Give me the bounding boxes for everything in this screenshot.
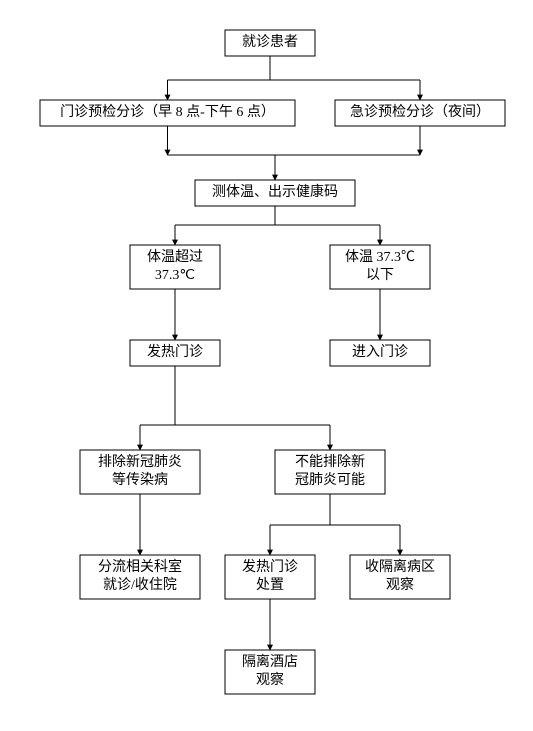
flow-node-n2: 门诊预检分诊（早 8 点-下午 6 点） <box>40 100 295 126</box>
flow-node-label: 不能排除新 <box>295 454 365 470</box>
flow-node-n13: 收隔离病区观察 <box>350 555 450 599</box>
flow-node-label: 测体温、出示健康码 <box>212 183 338 200</box>
flow-node-label: 等传染病 <box>112 471 168 488</box>
flow-node-label: 分流相关科室 <box>98 558 182 575</box>
flow-node-n4: 测体温、出示健康码 <box>195 180 355 206</box>
flow-node-label: 处置 <box>256 577 284 593</box>
flow-node-label: 37.3℃ <box>155 268 195 283</box>
flow-node-label: 体温 37.3℃ <box>345 249 415 265</box>
flow-node-n3: 急诊预检分诊（夜间） <box>335 100 505 126</box>
flow-node-n7: 发热门诊 <box>130 340 220 366</box>
flow-node-label: 隔离酒店 <box>242 653 298 670</box>
flow-node-n9: 排除新冠肺炎等传染病 <box>80 450 200 494</box>
flow-node-label: 冠肺炎可能 <box>295 472 365 488</box>
flow-node-label: 门诊预检分诊（早 8 点-下午 6 点） <box>60 104 275 120</box>
flow-node-label: 观察 <box>386 576 414 593</box>
flow-node-n11: 分流相关科室就诊/收住院 <box>80 555 200 599</box>
flow-node-label: 观察 <box>256 671 284 688</box>
flow-node-n10: 不能排除新冠肺炎可能 <box>275 450 385 494</box>
flow-node-label: 以下 <box>366 268 394 283</box>
flow-node-label: 就诊患者 <box>242 34 298 50</box>
flow-node-label: 进入门诊 <box>352 344 408 360</box>
flow-node-n1: 就诊患者 <box>225 30 315 56</box>
flow-node-n8: 进入门诊 <box>330 340 430 366</box>
flow-node-n12: 发热门诊处置 <box>225 555 315 599</box>
flow-node-label: 排除新冠肺炎 <box>98 454 182 470</box>
flow-node-n14: 隔离酒店观察 <box>225 650 315 694</box>
flow-node-label: 急诊预检分诊（夜间） <box>350 104 490 120</box>
flow-node-label: 发热门诊 <box>242 559 298 575</box>
flow-node-label: 收隔离病区 <box>365 558 435 575</box>
flow-node-n6: 体温 37.3℃ 以下 <box>330 245 430 289</box>
flow-node-label: 就诊/收住院 <box>103 577 177 593</box>
flow-node-label: 体温超过 <box>147 249 203 265</box>
flow-node-n5: 体温超过 37.3℃ <box>130 245 220 289</box>
flow-node-label: 发热门诊 <box>147 344 203 360</box>
